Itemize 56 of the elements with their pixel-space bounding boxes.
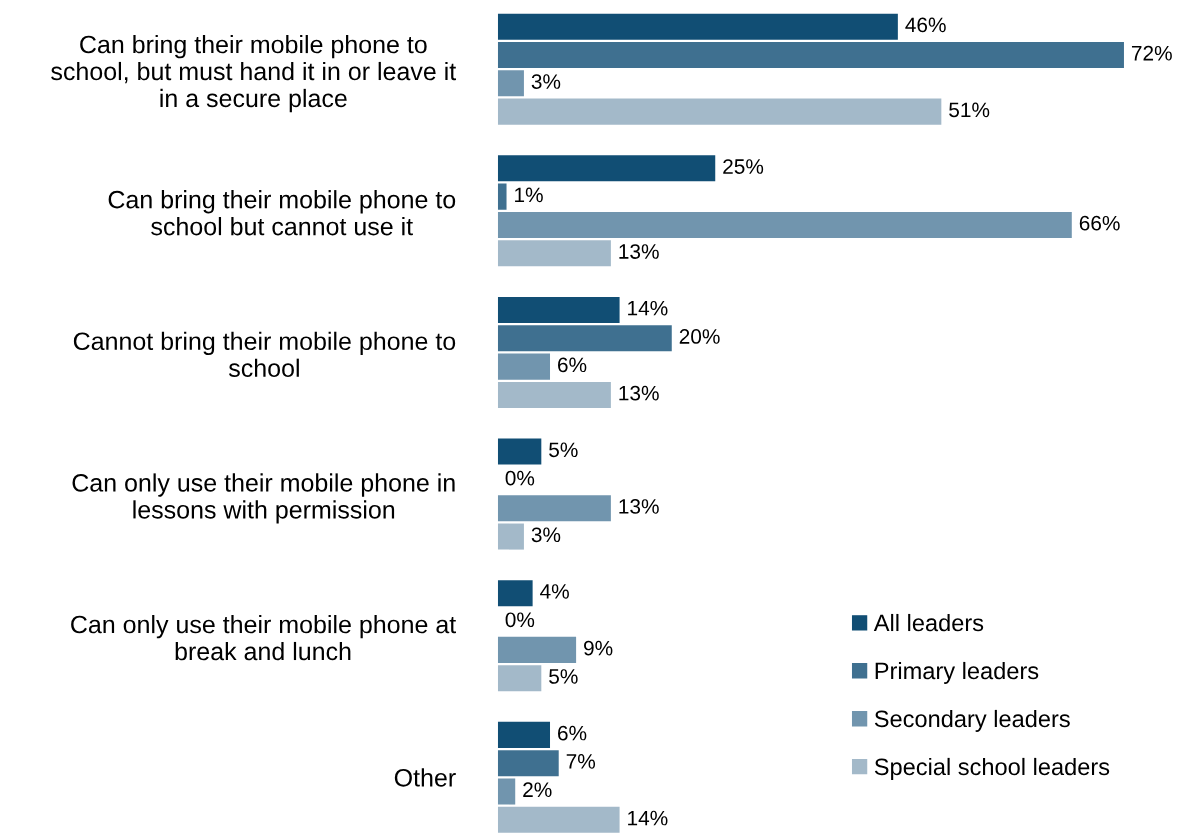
bar [497,98,942,125]
legend-label: All leaders [873,613,984,632]
bar [497,183,507,210]
bar [497,41,1124,69]
data-label: 46% [905,17,946,33]
data-label: 6% [558,357,587,373]
data-label: 3% [531,527,561,543]
bar [497,381,611,408]
legend-label: Special school leaders [874,757,1110,780]
bar [497,438,542,465]
y-tick-label: Can only use their mobile phone in lessons with permission [72,473,455,524]
legend-label: Secondary leaders [874,709,1070,732]
data-label: 5% [549,669,578,684]
data-label: 13% [619,244,659,259]
bar [497,778,516,805]
y-tick-label: Can bring their mobile phone to school but cannot use it [108,190,456,236]
bar [497,353,551,380]
bar [497,580,533,607]
data-label: 4% [540,584,569,599]
bar [497,665,542,692]
data-label: 2% [523,782,552,798]
data-label: 5% [549,442,578,458]
data-label: 1% [515,187,543,203]
bar [497,636,577,663]
y-tick-label: Cannot bring their mobile phone to school [73,331,456,378]
data-label: 66% [1079,215,1120,231]
data-label: 7% [566,754,596,769]
data-label: 13% [619,385,659,401]
data-label: 6% [558,725,587,741]
bar [497,325,672,352]
bar [497,155,716,182]
bar [497,806,620,833]
data-label: 51% [949,102,990,118]
bar [497,523,524,550]
bar [497,296,620,323]
data-label: 0% [505,612,535,628]
bar [497,13,898,40]
data-label: 72% [1131,45,1172,61]
legend-label: Primary leaders [875,661,1039,684]
data-label: 13% [619,499,659,514]
bar [497,211,1072,238]
data-label: 14% [628,300,668,316]
bar [497,721,551,748]
y-tick-label: Other [394,768,456,787]
data-label: 3% [531,74,561,89]
bar [497,495,611,522]
y-tick-label: Can only use their mobile phone at break and lunch [71,615,457,661]
data-label: 25% [723,159,764,174]
data-label: 20% [679,329,720,344]
bar [497,240,611,267]
bar [497,750,559,777]
data-label: 0% [505,470,535,486]
bar [497,70,524,97]
data-label: 14% [628,810,668,826]
data-label: 9% [584,640,613,656]
y-tick-label: Can bring their mobile phone to school, but must hand it in or leave it in a secure place [51,34,457,113]
